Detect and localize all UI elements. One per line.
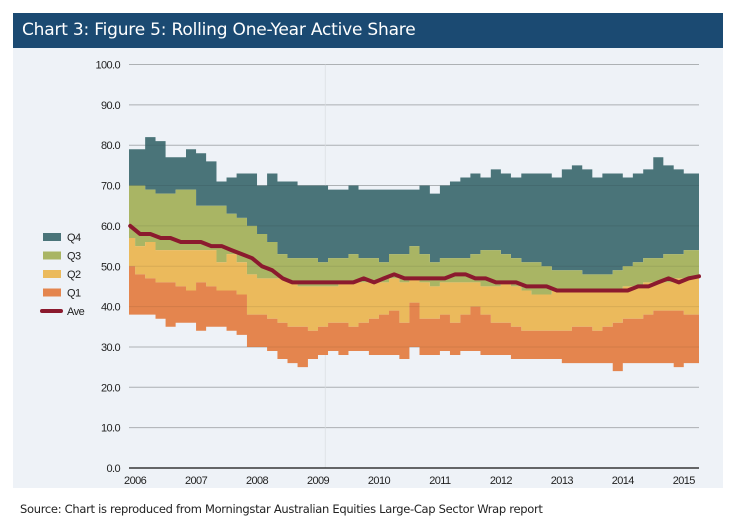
legend-swatch-q1 [43,288,61,297]
y-tick-label: 20.0 [101,382,120,394]
average-line-group [128,223,701,293]
y-tick-label: 70.0 [101,181,120,193]
x-tick-label: 2008 [246,475,269,487]
y-axis-ticks: 0.0 10.0 20.0 30.0 40.0 50.0 60.0 70.0 80.0 90.0 1… [95,60,121,476]
area-q3 [129,185,699,295]
x-tick-label: 2007 [185,475,208,487]
x-tick-label: 2012 [490,475,513,487]
y-tick-label: 50.0 [101,261,120,273]
legend-label-ave: Ave [67,306,85,318]
x-tick-label: 2006 [124,475,147,487]
x-tick-label: 2015 [673,475,696,487]
chart-title: Chart 3: Figure 5: Rolling One-Year Acti… [22,20,416,40]
y-tick-label: 10.0 [101,423,120,435]
stacked-areas [129,64,699,429]
legend-label-q4: Q4 [67,232,81,244]
y-tick-label: 60.0 [101,221,120,233]
legend-label-q1: Q1 [67,288,81,300]
y-tick-label: 100.0 [95,60,120,72]
x-tick-label: 2009 [307,475,330,487]
y-tick-label: 0.0 [107,463,121,475]
area-q2 [129,238,699,331]
y-tick-label: 40.0 [101,302,120,314]
x-tick-label: 2014 [612,475,635,487]
area-q4 [129,137,699,275]
chart-header: Chart 3: Figure 5: Rolling One-Year Acti… [13,13,723,48]
legend-label-q3: Q3 [67,251,81,263]
x-tick-label: 2011 [429,475,451,487]
source-note: Source: Chart is reproduced from Morning… [20,502,543,516]
legend-swatch-q4 [43,233,61,241]
area-q1 [129,266,699,372]
y-tick-label: 80.0 [101,140,120,152]
average-line [128,223,701,293]
x-tick-label: 2013 [551,475,574,487]
legend-swatch-q2 [43,270,61,278]
y-tick-label: 30.0 [101,342,120,354]
legend-swatch-q3 [43,251,61,260]
legend-label-q2: Q2 [67,269,81,281]
legend: Q4 Q3 Q2 Q1 Ave [40,232,85,318]
y-tick-label: 90.0 [101,100,120,112]
x-axis-ticks: 2006 2007 2008 2009 2010 2011 2012 2013 2014 2015 [124,467,699,487]
x-tick-label: 2010 [368,475,391,487]
